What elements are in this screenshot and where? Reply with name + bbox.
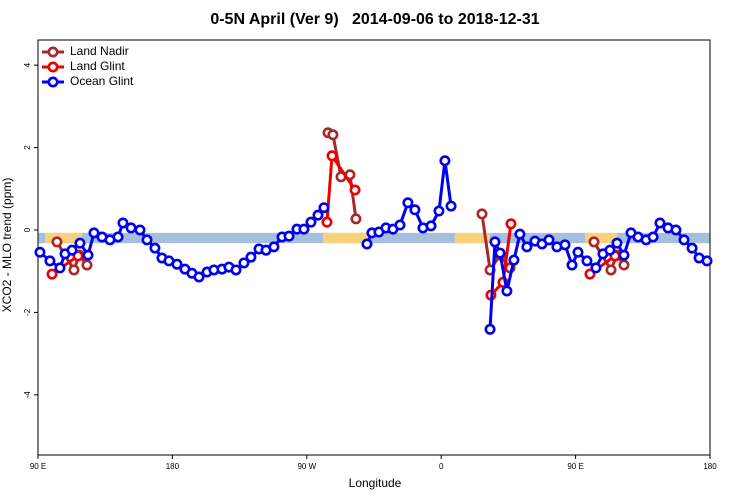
data-point xyxy=(117,217,129,229)
data-point xyxy=(318,202,330,214)
y-tick-label: 0 xyxy=(23,227,32,232)
data-point xyxy=(171,258,183,270)
data-point xyxy=(425,220,437,232)
data-point xyxy=(618,259,630,271)
data-point xyxy=(51,236,63,248)
data-point xyxy=(402,197,414,209)
data-point xyxy=(686,242,698,254)
data-point xyxy=(445,200,457,212)
legend-marker xyxy=(47,46,59,58)
data-point xyxy=(88,227,100,239)
data-point xyxy=(327,129,339,141)
band-segment xyxy=(585,232,617,244)
data-point xyxy=(604,244,616,256)
data-point xyxy=(581,255,593,267)
legend-label: Ocean Glint xyxy=(70,74,134,88)
chart-title: 0-5N April (Ver 9) 2014-09-06 to 2018-12… xyxy=(210,11,539,28)
data-point xyxy=(361,238,373,250)
data-point xyxy=(82,249,94,261)
data-point xyxy=(670,224,682,236)
data-point xyxy=(566,259,578,271)
data-point xyxy=(141,234,153,246)
data-point xyxy=(81,259,93,271)
series-line xyxy=(51,154,616,297)
data-point xyxy=(654,217,666,229)
data-point xyxy=(647,231,659,243)
data-point xyxy=(112,231,124,243)
data-point xyxy=(678,234,690,246)
data-point xyxy=(476,208,488,220)
data-point xyxy=(149,242,161,254)
data-point xyxy=(501,285,513,297)
data-point xyxy=(238,257,250,269)
x-tick-label: 180 xyxy=(703,462,717,471)
data-point xyxy=(66,244,78,256)
data-point xyxy=(489,236,501,248)
data-point xyxy=(46,268,58,280)
band-segment xyxy=(454,232,491,244)
data-point xyxy=(298,223,310,235)
data-point xyxy=(494,247,506,259)
data-point xyxy=(409,204,421,216)
x-tick-label: 180 xyxy=(166,462,180,471)
data-point xyxy=(521,241,533,253)
data-point xyxy=(34,246,46,258)
legend-marker xyxy=(47,61,59,73)
data-point xyxy=(572,246,584,258)
series-line xyxy=(38,159,708,330)
x-tick-label: 90 W xyxy=(297,462,316,471)
x-tick-label: 90 E xyxy=(30,462,46,471)
legend-marker xyxy=(47,76,59,88)
data-point xyxy=(125,222,137,234)
data-point xyxy=(230,264,242,276)
data-point xyxy=(305,216,317,228)
data-point xyxy=(611,237,623,249)
data-point xyxy=(439,155,451,167)
data-point xyxy=(484,323,496,335)
data-point xyxy=(350,213,362,225)
data-point xyxy=(321,216,333,228)
data-point xyxy=(283,230,295,242)
data-point xyxy=(312,209,324,221)
data-point xyxy=(134,224,146,236)
data-point xyxy=(44,255,56,267)
data-point xyxy=(394,219,406,231)
data-point xyxy=(559,239,571,251)
data-point xyxy=(618,249,630,261)
x-axis-label: Longitude xyxy=(349,476,402,490)
data-point xyxy=(514,228,526,240)
data-point xyxy=(508,254,520,266)
data-point xyxy=(505,218,517,230)
band-segment xyxy=(322,232,370,244)
y-tick-label: -2 xyxy=(23,308,32,316)
data-point xyxy=(245,251,257,263)
y-tick-label: 4 xyxy=(23,62,32,67)
data-point xyxy=(543,234,555,246)
data-point xyxy=(584,268,596,280)
data-point xyxy=(326,150,338,162)
data-point xyxy=(54,262,66,274)
band xyxy=(38,232,710,244)
data-point xyxy=(433,205,445,217)
data-point xyxy=(349,184,361,196)
y-axis-label: XCO2 - MLO trend (ppm) xyxy=(0,178,14,313)
legend-label: Land Glint xyxy=(70,59,125,73)
data-point xyxy=(605,264,617,276)
legend-label: Land Nadir xyxy=(70,44,129,58)
data-point xyxy=(701,255,713,267)
series-line xyxy=(55,131,626,272)
data-point xyxy=(68,264,80,276)
x-tick-label: 0 xyxy=(439,462,444,471)
data-point xyxy=(268,241,280,253)
data-point xyxy=(193,271,205,283)
data-point xyxy=(590,262,602,274)
data-point xyxy=(588,236,600,248)
band-segment xyxy=(45,232,83,244)
y-tick-label: 2 xyxy=(23,145,32,150)
data-point xyxy=(74,237,86,249)
y-tick-label: -4 xyxy=(23,391,32,399)
x-tick-label: 90 E xyxy=(567,462,583,471)
